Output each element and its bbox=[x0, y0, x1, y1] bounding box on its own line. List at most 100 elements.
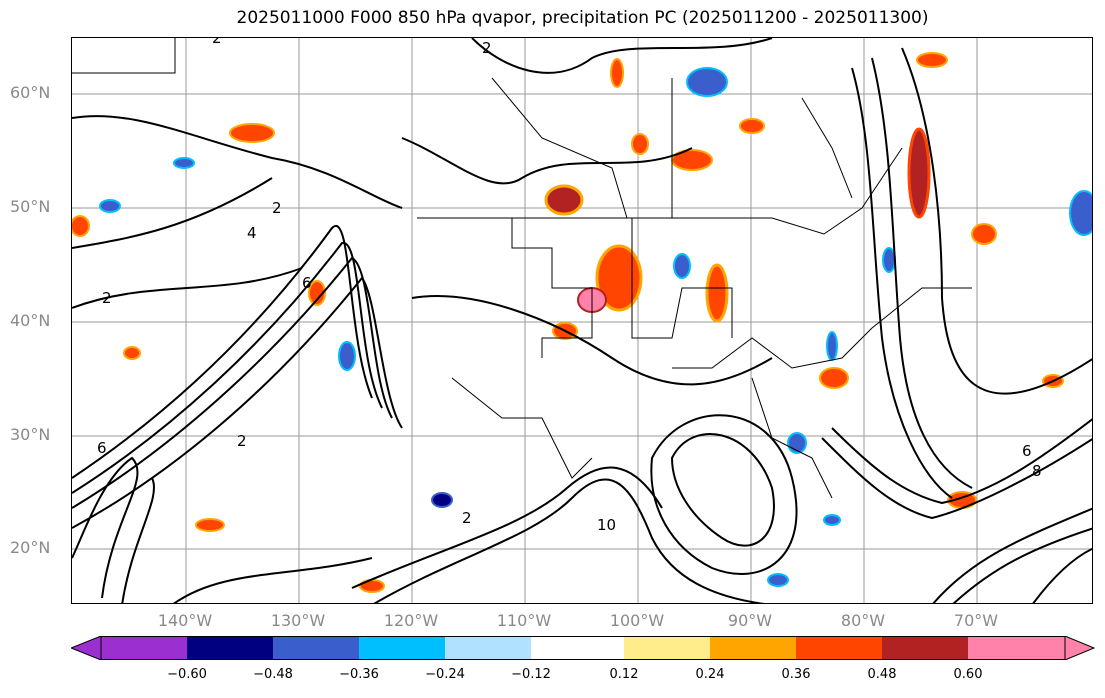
colorbar-tick-label: 0.48 bbox=[867, 667, 897, 682]
colorbar-tick-label: −0.36 bbox=[339, 667, 379, 682]
contour-line bbox=[72, 456, 139, 599]
us-canada-border bbox=[417, 147, 903, 235]
contour-label: 2 bbox=[212, 38, 222, 47]
province-border bbox=[491, 77, 628, 219]
colorbar-tick-label: 0.24 bbox=[695, 667, 725, 682]
contour-line bbox=[932, 507, 1092, 603]
precip-blob bbox=[123, 346, 141, 360]
contour-label: 6 bbox=[302, 274, 312, 292]
precip-positive-shading bbox=[72, 52, 1064, 593]
precip-blob bbox=[338, 341, 356, 371]
precip-blob bbox=[705, 263, 729, 323]
precip-blob bbox=[99, 199, 121, 213]
colorbar-segment bbox=[445, 636, 531, 660]
precip-negative-shading bbox=[99, 67, 1092, 587]
contour-line bbox=[851, 67, 953, 499]
precip-blob bbox=[610, 58, 624, 88]
map-title: 2025011000 F000 850 hPa qvapor, precipit… bbox=[236, 8, 929, 28]
contour-labels: 2 2 4 6 6 8 10 2 2 6 2 2 bbox=[97, 38, 1042, 534]
colorbar-extend-low bbox=[71, 636, 102, 660]
colorbar-segment bbox=[187, 636, 273, 660]
precip-blob bbox=[686, 67, 728, 97]
precip-blob bbox=[173, 157, 195, 169]
contour-line bbox=[72, 256, 393, 509]
contour-line bbox=[1032, 547, 1092, 603]
lon-label-80w: 80°W bbox=[840, 611, 886, 630]
contour-line bbox=[411, 295, 773, 386]
precip-blob bbox=[544, 184, 584, 216]
contour-line bbox=[401, 137, 693, 185]
contour-line bbox=[72, 276, 403, 529]
lon-label-110w: 110°W bbox=[496, 611, 552, 630]
colorbar-segment bbox=[710, 636, 796, 660]
contour-line bbox=[72, 267, 303, 309]
contour-line bbox=[173, 557, 373, 603]
colorbar-tick-label: 0.60 bbox=[953, 667, 983, 682]
precip-blob bbox=[229, 123, 275, 143]
precip-blob bbox=[882, 247, 896, 273]
precip-blob bbox=[359, 579, 385, 593]
contour-line bbox=[650, 414, 798, 575]
contour-label: 2 bbox=[102, 289, 112, 307]
colorbar-outline bbox=[100, 636, 1066, 660]
colorbar-tick-label: 0.12 bbox=[609, 667, 639, 682]
qvapor-contours bbox=[72, 38, 1092, 603]
colorbar-tick-label: −0.60 bbox=[167, 667, 207, 682]
precip-blob bbox=[1069, 190, 1092, 236]
state-borders bbox=[631, 218, 733, 339]
contour-label: 6 bbox=[1022, 442, 1032, 460]
contour-line bbox=[821, 437, 1092, 520]
contour-line bbox=[471, 38, 773, 74]
precip-blob bbox=[823, 514, 841, 526]
political-boundaries bbox=[72, 38, 972, 499]
precip-blob bbox=[819, 367, 849, 389]
state-borders bbox=[672, 287, 972, 369]
colorbar-segment bbox=[359, 636, 445, 660]
contour-line bbox=[831, 418, 1092, 505]
precip-blob bbox=[431, 492, 453, 508]
precip-blob bbox=[72, 215, 90, 237]
contour-line bbox=[901, 47, 1092, 395]
colorbar-extend-high bbox=[1064, 636, 1095, 660]
precip-blob bbox=[595, 244, 643, 312]
colorbar-segment bbox=[968, 636, 1065, 660]
colorbar-segment bbox=[101, 636, 187, 660]
contour-label: 10 bbox=[597, 516, 616, 534]
colorbar-segment bbox=[273, 636, 359, 660]
contour-line bbox=[351, 466, 663, 589]
lat-label-30n: 30°N bbox=[10, 425, 51, 444]
precip-blob bbox=[739, 118, 765, 134]
contour-label: 8 bbox=[1032, 462, 1042, 480]
colorbar-segment bbox=[531, 636, 624, 660]
precip-blob bbox=[195, 518, 225, 532]
lon-label-130w: 130°W bbox=[270, 611, 326, 630]
graticule bbox=[72, 38, 1092, 603]
state-borders bbox=[511, 218, 593, 358]
contour-line bbox=[72, 224, 373, 479]
contour-line bbox=[871, 57, 973, 489]
contour-label: 2 bbox=[272, 199, 282, 217]
contour-line bbox=[121, 477, 155, 603]
colorbar-tick-label: −0.12 bbox=[511, 667, 551, 682]
lon-label-140w: 140°W bbox=[157, 611, 213, 630]
boundary-line bbox=[72, 38, 176, 74]
contour-line bbox=[952, 527, 1092, 603]
lon-label-100w: 100°W bbox=[609, 611, 665, 630]
colorbar-tick-label: −0.48 bbox=[253, 667, 293, 682]
contour-line bbox=[72, 115, 403, 209]
colorbar-segment bbox=[796, 636, 882, 660]
contour-line bbox=[670, 433, 775, 547]
map-panel: 2 2 4 6 6 8 10 2 2 6 2 2 bbox=[71, 37, 1093, 604]
contour-label: 6 bbox=[97, 439, 107, 457]
lat-label-50n: 50°N bbox=[10, 197, 51, 216]
lon-label-70w: 70°W bbox=[953, 611, 999, 630]
precip-blob bbox=[971, 223, 997, 245]
precip-blob bbox=[767, 573, 789, 587]
precip-blob bbox=[907, 127, 931, 219]
gulf-coast bbox=[751, 377, 833, 499]
contour-line bbox=[373, 478, 765, 603]
contour-label: 4 bbox=[247, 224, 257, 242]
contour-label: 2 bbox=[462, 509, 472, 527]
colorbar-segment bbox=[882, 636, 968, 660]
colorbar-tick-label: 0.36 bbox=[781, 667, 811, 682]
